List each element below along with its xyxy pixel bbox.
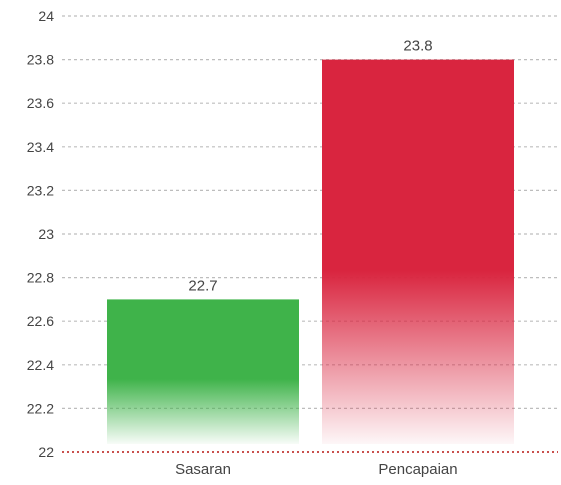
y-tick-label: 23.6	[27, 95, 54, 111]
y-tick-label: 22.6	[27, 313, 54, 329]
y-tick-label: 22.2	[27, 400, 54, 416]
bars	[107, 59, 514, 444]
y-tick-label: 24	[38, 8, 54, 24]
y-tick-label: 23.8	[27, 52, 54, 68]
y-tick-label: 22	[38, 444, 54, 460]
gridlines	[62, 15, 558, 453]
x-tick-label: Pencapaian	[378, 461, 457, 478]
bar-sasaran	[107, 299, 299, 444]
bar-value-label: 22.7	[188, 277, 217, 294]
y-tick-label: 22.4	[27, 357, 54, 373]
bar-pencapaian	[322, 59, 514, 444]
y-tick-label: 23	[38, 226, 54, 242]
y-axis-tick-labels: 22 22.2 22.4 22.6 22.8 23 23.2 23.4 23.6 23.8 24	[27, 8, 54, 460]
bar-value-label: 23.8	[403, 38, 432, 55]
x-axis-tick-labels: Sasaran Pencapaian	[175, 461, 458, 478]
bar-value-labels: 22.7 23.8	[188, 38, 432, 295]
y-tick-label: 23.2	[27, 182, 54, 198]
y-tick-label: 23.4	[27, 139, 54, 155]
x-tick-label: Sasaran	[175, 461, 231, 478]
y-tick-label: 22.8	[27, 270, 54, 286]
